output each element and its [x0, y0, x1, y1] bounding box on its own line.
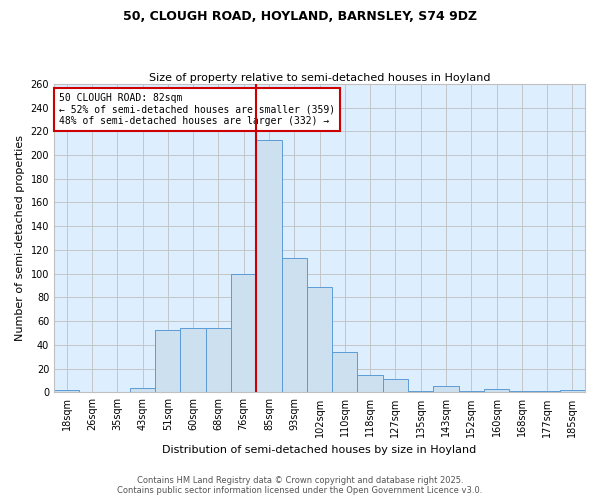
Bar: [458, 391, 484, 392]
Bar: [54, 390, 79, 392]
Bar: [130, 388, 155, 392]
Bar: [206, 328, 231, 392]
Y-axis label: Number of semi-detached properties: Number of semi-detached properties: [15, 135, 25, 341]
Bar: [256, 140, 281, 392]
Bar: [484, 389, 509, 392]
Bar: [560, 390, 585, 392]
Bar: [358, 374, 383, 392]
Text: 50, CLOUGH ROAD, HOYLAND, BARNSLEY, S74 9DZ: 50, CLOUGH ROAD, HOYLAND, BARNSLEY, S74 …: [123, 10, 477, 23]
Bar: [332, 352, 358, 393]
Text: 50 CLOUGH ROAD: 82sqm
← 52% of semi-detached houses are smaller (359)
48% of sem: 50 CLOUGH ROAD: 82sqm ← 52% of semi-deta…: [59, 93, 335, 126]
X-axis label: Distribution of semi-detached houses by size in Hoyland: Distribution of semi-detached houses by …: [163, 445, 476, 455]
Bar: [307, 287, 332, 393]
Bar: [535, 391, 560, 392]
Text: Contains HM Land Registry data © Crown copyright and database right 2025.
Contai: Contains HM Land Registry data © Crown c…: [118, 476, 482, 495]
Bar: [433, 386, 458, 392]
Bar: [231, 274, 256, 392]
Bar: [509, 391, 535, 392]
Title: Size of property relative to semi-detached houses in Hoyland: Size of property relative to semi-detach…: [149, 73, 490, 83]
Bar: [155, 330, 181, 392]
Bar: [408, 391, 433, 392]
Bar: [383, 380, 408, 392]
Bar: [281, 258, 307, 392]
Bar: [181, 328, 206, 392]
